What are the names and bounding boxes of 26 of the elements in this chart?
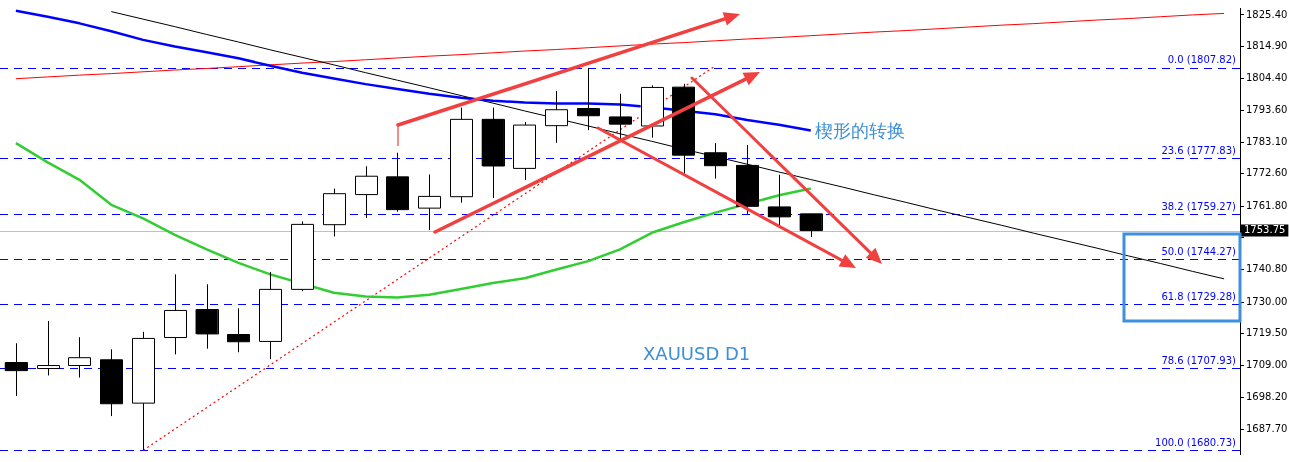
y-tick-label: 1761.80 [1246,199,1288,211]
ref-line-label: 78.6 (1707.93) [1161,355,1237,367]
ref-line-label: 0.0 (1807.82) [1167,54,1237,66]
y-tick-label: 1709.00 [1246,358,1288,370]
ref-line-label: 1753.75 [1244,224,1286,236]
candlestick [799,213,823,238]
y-tick-label: 1730.00 [1246,295,1288,307]
ref-line-label: 61.8 (1729.28) [1161,290,1237,302]
y-tick-label: 1772.60 [1246,167,1288,179]
y-tick-label: 1814.90 [1246,40,1288,52]
y-tick-label: 1793.60 [1246,104,1288,116]
ref-line-label: 50.0 (1744.27) [1161,245,1237,257]
y-tick-label: 1740.80 [1246,263,1288,275]
ref-line-label: 100.0 (1680.73) [1155,436,1237,448]
y-tick-label: 1825.40 [1246,8,1288,20]
ref-line-label: 38.2 (1759.27) [1161,200,1237,212]
y-tick-label: 1687.70 [1246,422,1288,434]
y-tick-label: 1719.50 [1246,327,1288,339]
y-tick-label: 1698.20 [1246,391,1288,403]
annotation: XAUUSD D1 [643,343,751,364]
ref-line-label: 23.6 (1777.83) [1161,144,1237,156]
y-tick-label: 1783.10 [1246,135,1288,147]
candlestick [68,336,91,379]
candlestick [608,93,632,141]
annotation: 楔形的转换 [815,119,905,143]
y-tick-label: 1804.40 [1246,71,1288,83]
